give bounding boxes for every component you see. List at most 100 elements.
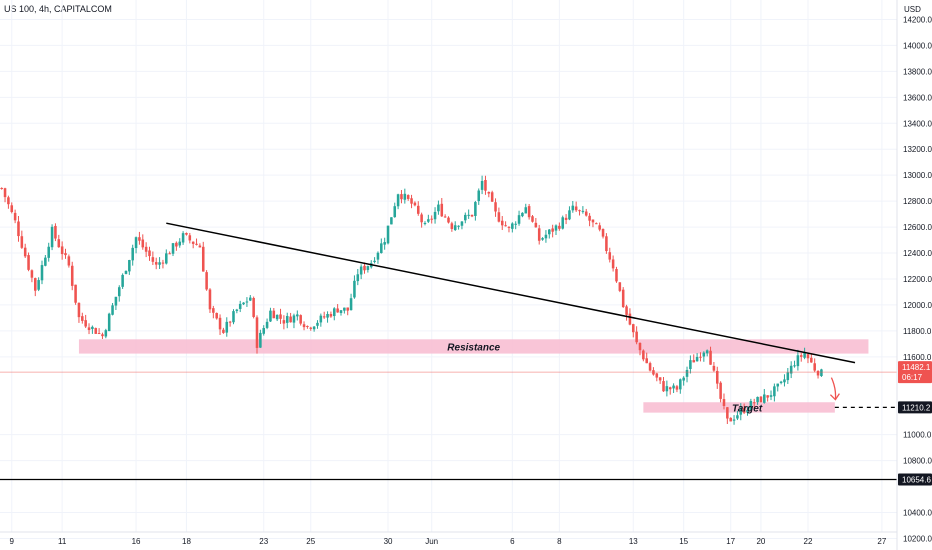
- candle-body: [689, 360, 692, 369]
- candle-body: [474, 202, 477, 216]
- candle-body: [225, 321, 229, 333]
- x-tick-label: 11: [58, 537, 67, 546]
- x-tick-label: 30: [384, 537, 393, 546]
- candle-body: [47, 246, 50, 258]
- candle-body: [181, 233, 185, 243]
- candle-body: [128, 260, 131, 272]
- candle-body: [715, 370, 719, 384]
- candle-body: [309, 327, 313, 329]
- candle-body: [64, 253, 67, 256]
- candle-body: [467, 214, 470, 216]
- candle-body: [54, 225, 57, 239]
- candle-body: [302, 324, 306, 328]
- candle-body: [74, 284, 77, 303]
- candle-body: [820, 369, 823, 377]
- candle-body: [238, 303, 242, 309]
- y-tick-label: 13200.0: [903, 145, 932, 154]
- x-tick-label: 6: [510, 537, 515, 546]
- candle-body: [685, 370, 689, 377]
- candle-body: [810, 357, 813, 363]
- chart-title: US 100, 4h, CAPITALCOM: [4, 4, 112, 14]
- candle-body: [635, 331, 638, 343]
- candle-body: [511, 223, 514, 229]
- candle-body: [726, 407, 729, 419]
- candle-body: [578, 210, 581, 212]
- candle-body: [544, 234, 548, 239]
- candle-body: [507, 226, 511, 228]
- candle-body: [443, 216, 447, 218]
- candle-body: [50, 226, 54, 248]
- candle-body: [564, 217, 568, 220]
- candle-body: [215, 312, 218, 319]
- candle-body: [87, 327, 91, 331]
- y-tick-label: 10800.0: [903, 457, 932, 466]
- candle-body: [141, 239, 145, 248]
- candle-body: [742, 407, 746, 413]
- candle-body: [343, 307, 346, 311]
- candle-body: [709, 350, 712, 365]
- candle-body: [759, 396, 763, 403]
- candle-body: [645, 358, 648, 364]
- candle-body: [427, 219, 430, 222]
- candle-body: [289, 316, 292, 323]
- candle-body: [749, 400, 753, 411]
- support-price-tag-text: 10654.6: [902, 476, 931, 485]
- candle-body: [655, 373, 659, 378]
- candle-body: [67, 256, 71, 266]
- candle-body: [541, 238, 544, 240]
- candle-body: [60, 246, 64, 255]
- candle-body: [17, 221, 20, 237]
- candle-body: [279, 314, 282, 319]
- candle-body: [500, 220, 504, 226]
- candle-body: [584, 211, 588, 216]
- candle-body: [326, 314, 329, 318]
- x-tick-label: 23: [259, 537, 268, 546]
- y-tick-label: 12400.0: [903, 249, 932, 258]
- y-tick-label: 12200.0: [903, 275, 932, 284]
- target-price-tag-bg: [898, 401, 932, 414]
- candle-body: [537, 228, 541, 241]
- candle-body: [359, 266, 363, 275]
- candle-body: [262, 327, 266, 334]
- candle-body: [729, 417, 732, 422]
- trendline: [166, 222, 856, 364]
- candle-body: [416, 205, 420, 214]
- candle-body: [154, 262, 158, 265]
- candle-body: [534, 222, 538, 228]
- candle-body: [746, 409, 749, 413]
- candle-body: [484, 180, 487, 191]
- candle-body: [437, 204, 440, 212]
- candle-body: [581, 210, 585, 212]
- candle-body: [403, 193, 407, 200]
- candle-body: [487, 191, 491, 194]
- candle-body: [799, 355, 803, 357]
- candle-body: [789, 365, 793, 374]
- candle-body: [588, 215, 591, 221]
- candle-body: [732, 419, 736, 421]
- candle-body: [406, 195, 410, 199]
- candle-body: [373, 260, 376, 262]
- candle-body: [517, 215, 521, 224]
- candle-body: [793, 365, 796, 367]
- candle-body: [40, 265, 44, 281]
- candle-body: [803, 352, 806, 358]
- candle-body: [531, 216, 534, 222]
- candle-body: [201, 246, 205, 272]
- candle-body: [504, 225, 507, 227]
- candle-body: [682, 377, 685, 381]
- candle-body: [480, 180, 484, 190]
- x-tick-label: 27: [877, 537, 886, 546]
- candle-body: [695, 356, 699, 362]
- candle-body: [410, 198, 413, 204]
- candle-body: [756, 396, 759, 403]
- candle-body: [514, 223, 517, 225]
- candle-body: [30, 270, 34, 278]
- candle-body: [601, 228, 605, 237]
- current-price-tag-bg: [898, 361, 932, 384]
- candle-body: [121, 274, 124, 287]
- y-tick-label: 13600.0: [903, 93, 932, 102]
- candle-body: [621, 289, 625, 307]
- candle-body: [81, 316, 84, 321]
- candle-body: [285, 316, 289, 323]
